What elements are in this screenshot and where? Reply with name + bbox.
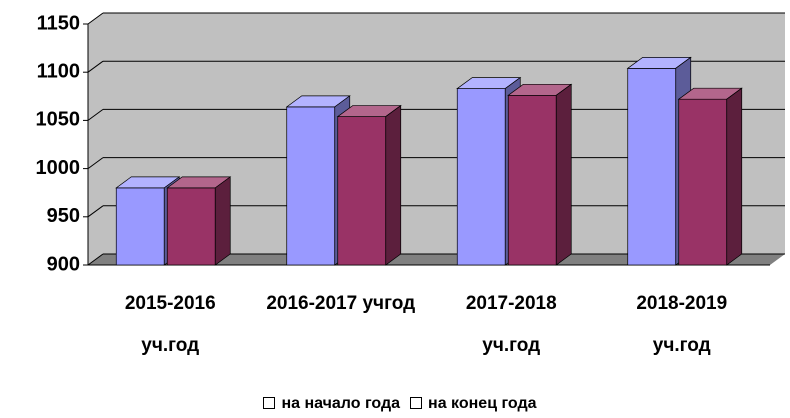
legend-swatch <box>410 397 423 409</box>
bar <box>337 116 387 266</box>
side-wall <box>88 13 103 265</box>
bar-side <box>214 176 231 266</box>
x-tick-label: 2018-2019 уч.год <box>636 293 728 356</box>
x-tick-label: 2016-2017 учгод <box>266 293 416 314</box>
grid-line <box>87 157 104 170</box>
bar <box>678 98 728 266</box>
y-tick-label: 900 <box>47 253 80 275</box>
bar-side <box>726 87 743 266</box>
bar <box>627 67 677 266</box>
y-tick-label: 950 <box>47 205 80 227</box>
bar <box>507 94 557 266</box>
bar <box>115 187 165 266</box>
bar <box>286 106 336 266</box>
y-tick-label: 1150 <box>37 12 80 34</box>
grid-line <box>87 108 104 121</box>
y-tick-label: 1000 <box>36 157 81 179</box>
x-tick-label: 2017-2018 уч.год <box>465 293 557 356</box>
floor <box>88 254 785 265</box>
bar <box>166 187 216 266</box>
grid-line <box>87 12 104 25</box>
bar <box>456 88 506 266</box>
x-tick-label: 2015-2016 уч.год <box>124 293 216 356</box>
grid-line <box>87 253 104 266</box>
bar-side <box>555 83 572 266</box>
legend-label: на конец года <box>428 395 537 412</box>
legend-swatch <box>263 397 276 409</box>
y-tick-label: 1100 <box>37 60 80 82</box>
legend-label: на начало года <box>281 395 401 412</box>
grid-line <box>87 205 104 218</box>
grid-line <box>87 60 104 73</box>
bar-side <box>385 104 402 266</box>
y-tick-label: 1050 <box>36 109 81 131</box>
plot: 900 950 1000 1050 1100 1150 <box>36 12 785 275</box>
legend: на начало года на конец года <box>0 395 790 413</box>
